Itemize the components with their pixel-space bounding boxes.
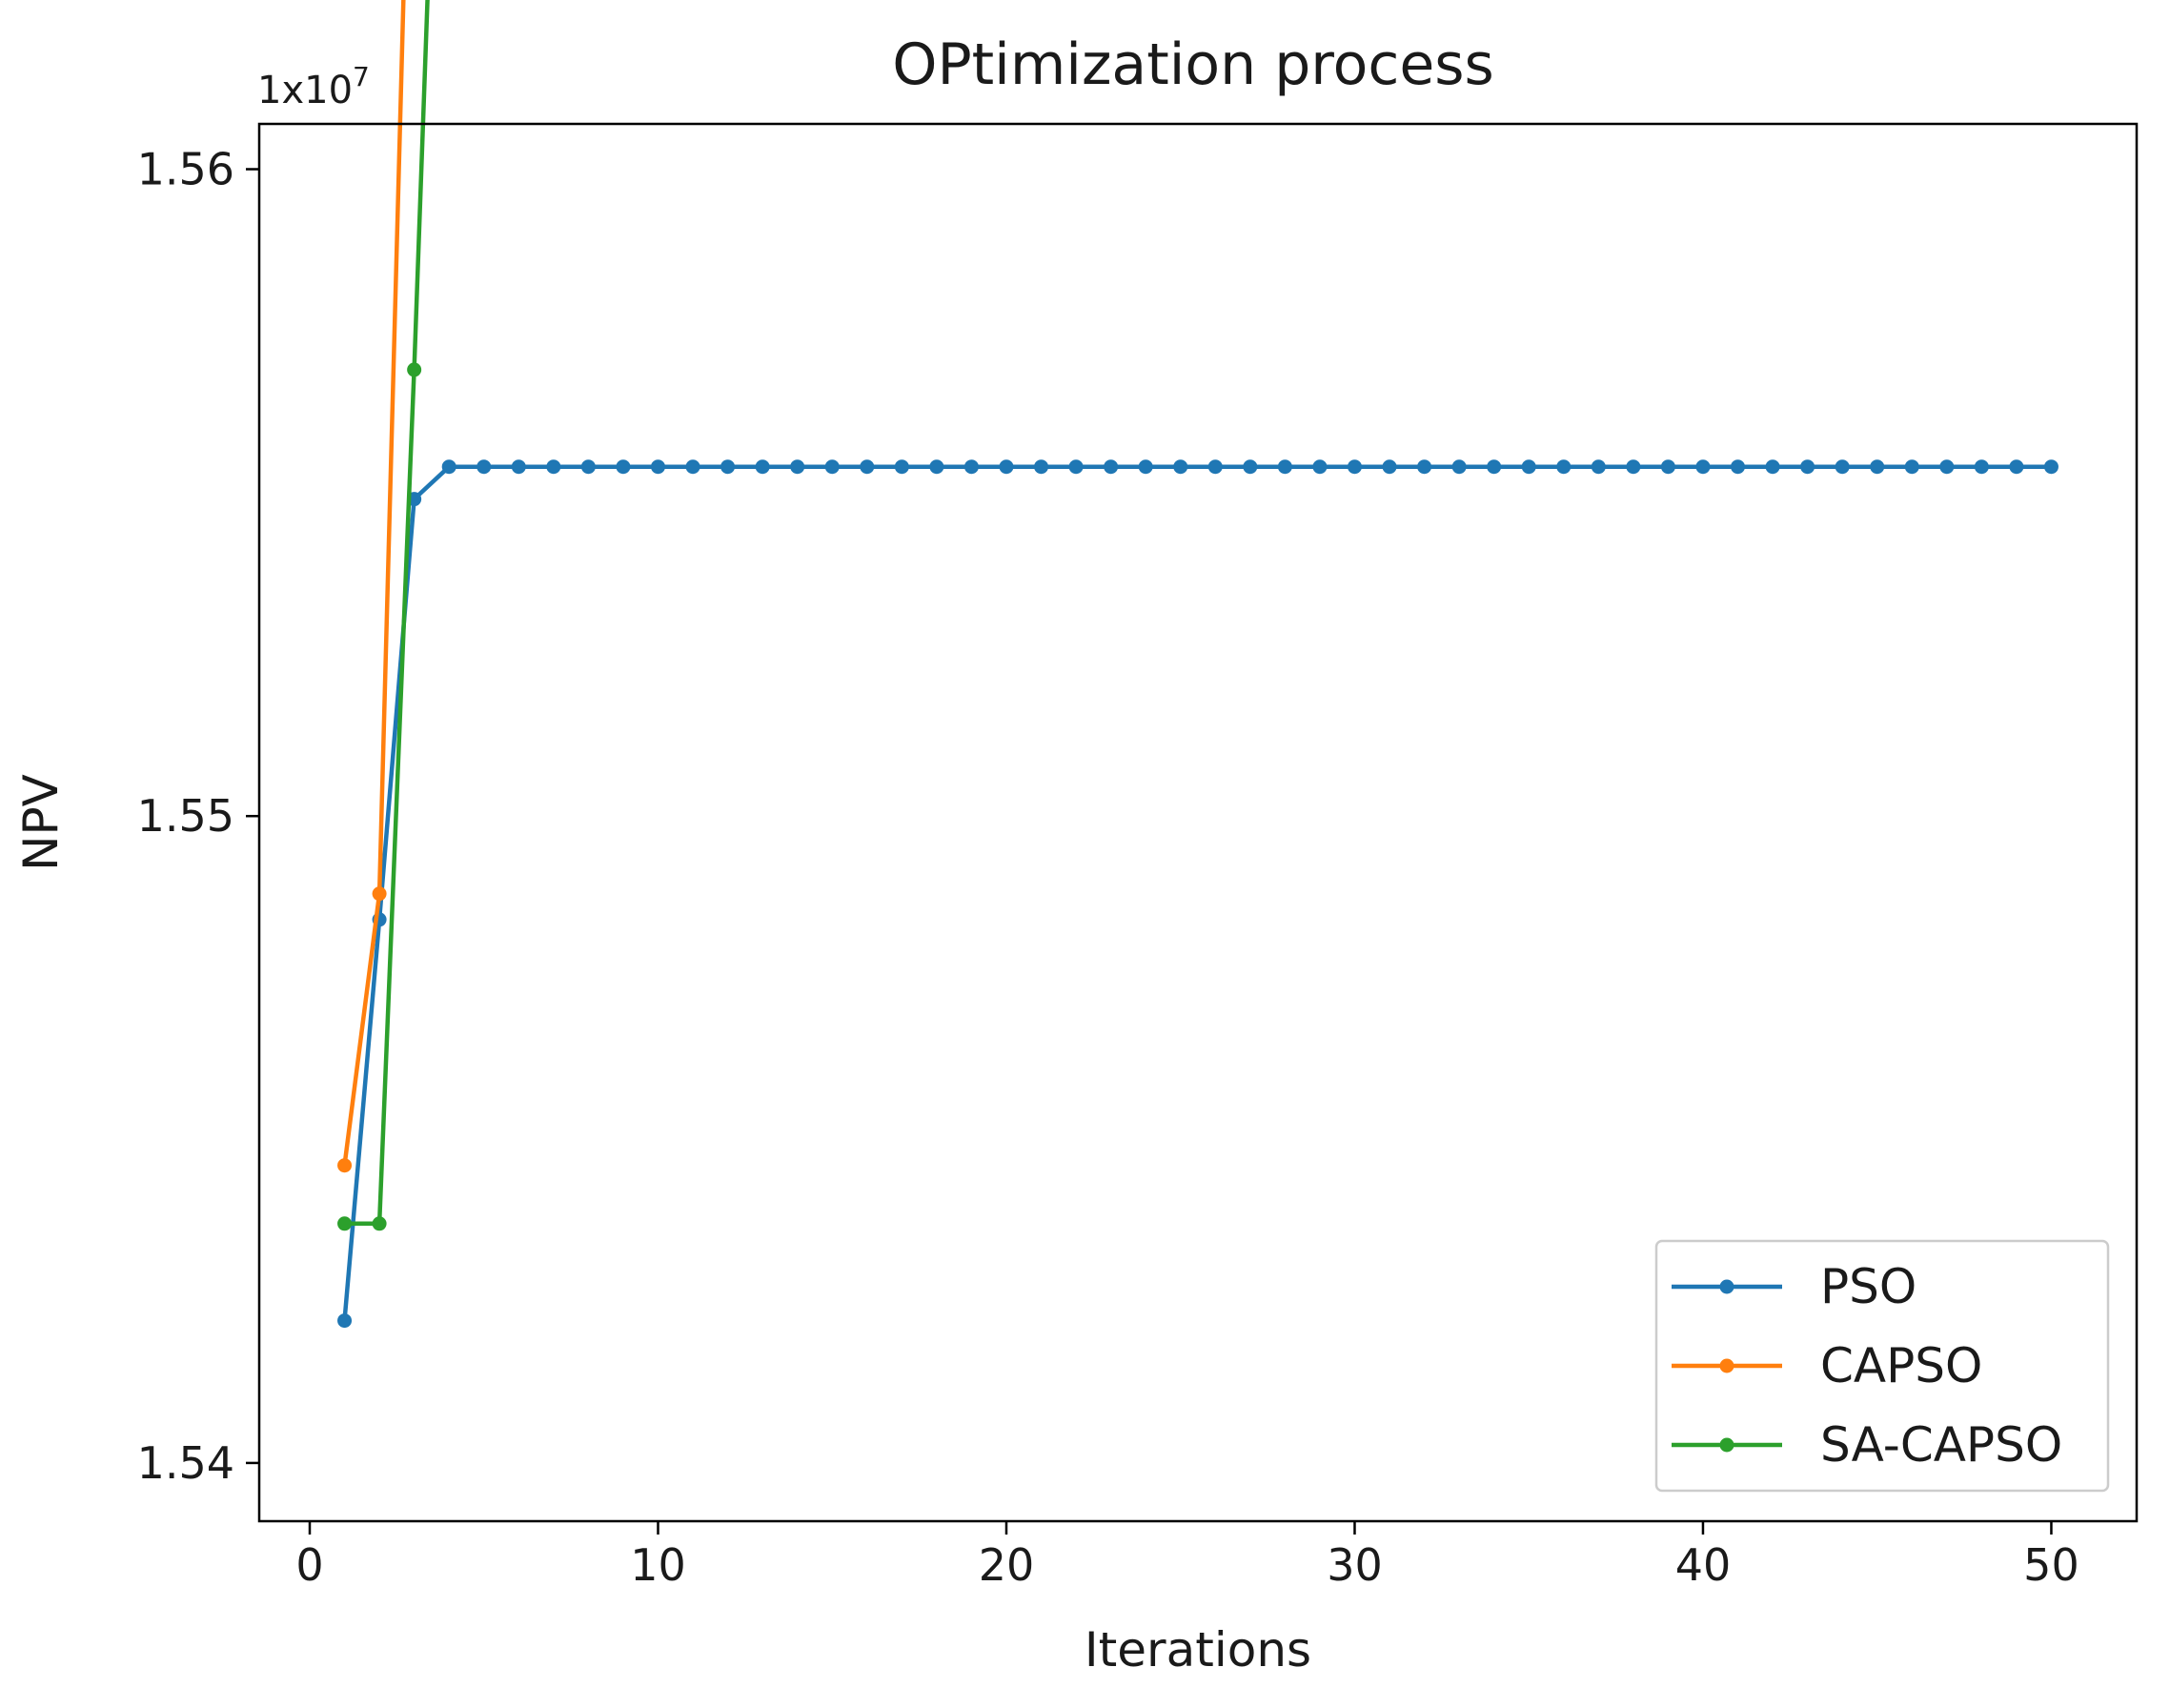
data-point [1835,459,1850,475]
data-point [1904,459,1919,475]
data-point [1277,459,1292,475]
data-point [1660,459,1675,475]
data-point [860,459,875,475]
data-point [1800,459,1815,475]
data-point [477,459,492,475]
data-point [2009,459,2024,475]
y-axis-label: NPV [13,774,69,871]
data-point [894,459,909,475]
series-pso [337,459,2058,1329]
data-point [1068,459,1084,475]
data-point [824,459,840,475]
y-offset-exponent: 7 [353,61,370,92]
data-point [1695,459,1711,475]
data-point [1870,459,1885,475]
x-tick-label: 10 [630,1539,686,1591]
legend-label: PSO [1820,1259,1916,1314]
data-point [1104,459,1119,475]
data-point [546,459,561,475]
data-point [1939,459,1955,475]
data-point [407,362,422,377]
y-offset-label: 1x107 [257,61,370,112]
data-point [1765,459,1780,475]
data-point [337,1216,353,1231]
data-point [1731,459,1746,475]
series-sa-capso [337,0,430,1231]
x-tick-label: 40 [1675,1539,1732,1591]
data-point [1521,459,1536,475]
data-point [1347,459,1362,475]
data-point [1034,459,1049,475]
data-point [1173,459,1188,475]
data-point [1417,459,1432,475]
legend-label: CAPSO [1820,1338,1982,1393]
legend-swatch-marker [1719,1358,1734,1373]
data-point [1138,459,1153,475]
x-axis-label: Iterations [1085,1622,1311,1678]
legend: PSO CAPSO SA-CAPSO [1654,1239,2110,1493]
y-tick-label: 1.55 [137,790,234,842]
legend-label: SA-CAPSO [1820,1417,2062,1473]
series-layer [337,0,2058,1329]
data-point [337,1158,353,1173]
y-offset-base: 1x10 [257,69,353,112]
data-point [1974,459,1989,475]
data-point [1591,459,1606,475]
x-tick-label: 20 [979,1539,1035,1591]
data-point [755,459,770,475]
data-point [963,459,979,475]
y-tick-label: 1.56 [137,144,234,195]
y-axis-ticks: 1.541.551.561.571.581.591.60 [137,144,259,1489]
data-point [580,459,596,475]
data-point [372,886,387,902]
data-point [1382,459,1397,475]
x-tick-label: 50 [2023,1539,2079,1591]
chart-title: OPtimization process [892,31,1494,98]
data-point [720,459,736,475]
data-point [372,1216,387,1231]
legend-swatch-marker [1719,1437,1734,1453]
x-tick-label: 0 [295,1539,323,1591]
data-point [616,459,631,475]
data-point [1207,459,1223,475]
data-point [1312,459,1328,475]
series-capso [337,0,406,1173]
data-point [685,459,700,475]
data-point [929,459,944,475]
y-tick-label: 1.54 [137,1437,234,1489]
legend-swatch-marker [1719,1279,1734,1294]
series-line [344,0,430,1227]
data-point [999,459,1014,475]
data-point [1451,459,1467,475]
data-point [1243,459,1258,475]
data-point [511,459,526,475]
plot-area-frame [257,122,2139,1523]
data-point [650,459,665,475]
data-point [337,1313,353,1329]
data-point [1487,459,1502,475]
x-axis-ticks: 0 10 20 30 40 50 [295,1521,2079,1591]
data-point [2043,459,2058,475]
data-point [1626,459,1641,475]
legend-box [1654,1239,2110,1493]
series-line [342,464,2052,1321]
data-point [1556,459,1572,475]
series-line [342,0,406,1166]
data-point [441,459,456,475]
data-point [790,459,805,475]
x-tick-label: 30 [1327,1539,1383,1591]
